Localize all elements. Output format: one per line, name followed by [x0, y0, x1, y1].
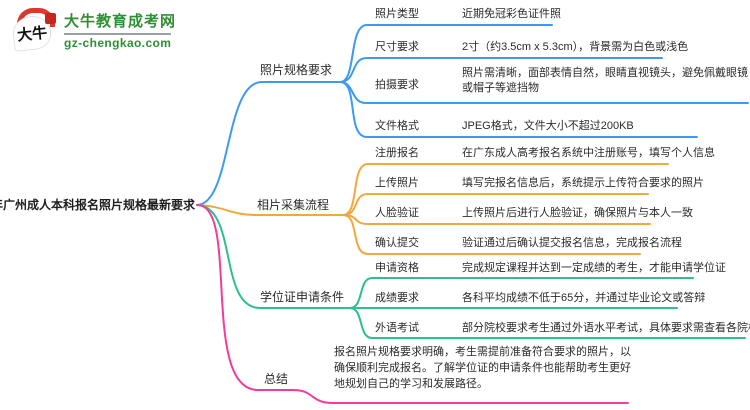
row-value: 照片需清晰，面部表情自然，眼睛直视镜头，避免佩戴眼镜或帽子等遮挡物 [462, 67, 748, 94]
row-label: 照片类型 [375, 8, 419, 20]
site-logo[interactable]: 大牛 大牛教育成考网 gz-chengkao.com [11, 8, 176, 52]
row-value: 部分院校要求考生通过外语水平考试，具体要求需查看各院校的规定 [462, 322, 750, 334]
row-label: 注册报名 [375, 147, 419, 159]
root-node: 2025年广州成人本科报名照片规格最新要求 [0, 198, 195, 212]
branch-label-degree-conditions: 学位证申请条件 [260, 290, 345, 304]
row-label: 人脸验证 [375, 207, 419, 219]
branch-label-photo-specs: 照片规格要求 [260, 63, 333, 77]
row-value: 在广东成人高考报名系统中注册账号，填写个人信息 [462, 147, 715, 159]
row-value: 各科平均成绩不低于65分，并通过毕业论文或答辩 [462, 292, 706, 304]
row-label: 申请资格 [375, 262, 419, 274]
row-label: 外语考试 [375, 322, 419, 334]
branch-label-collection-flow: 相片采集流程 [257, 198, 330, 212]
row-value: JPEG格式，文件大小不超过200KB [462, 120, 634, 132]
logo-text-block: 大牛教育成考网 gz-chengkao.com [64, 10, 176, 50]
site-name: 大牛教育成考网 [64, 13, 177, 30]
row-label: 文件格式 [375, 120, 419, 132]
row-label: 上传照片 [375, 177, 419, 189]
logo-bubble-icon: 大牛 [11, 8, 58, 52]
row-label: 确认提交 [375, 237, 419, 249]
branch-label-summary: 总结 [264, 372, 289, 386]
row-value: 2寸（约3.5cm x 5.3cm），背景需为白色或浅色 [462, 41, 689, 53]
row-label: 成绩要求 [375, 292, 419, 304]
row-label: 拍摄要求 [375, 79, 419, 91]
row-value: 近期免冠彩色证件照 [462, 8, 561, 20]
row-value: 验证通过后确认提交报名信息，完成报名流程 [462, 237, 682, 249]
branch-1-trunk [196, 81, 341, 206]
row-value: 完成规定课程并达到一定成绩的考生，才能申请学位证 [462, 262, 726, 274]
row-value: 填写完报名信息后，系统提示上传符合要求的照片 [462, 177, 704, 189]
summary-text: 报名照片规格要求明确，考生需提前准备符合要求的照片，以确保顺利完成报名。了解学位… [334, 346, 631, 390]
logo-seal-icon [45, 13, 56, 24]
row-value: 上传照片后进行人脸验证，确保照片与本人一致 [462, 207, 693, 219]
site-url: gz-chengkao.com [64, 33, 172, 50]
row-label: 尺寸要求 [375, 41, 419, 53]
